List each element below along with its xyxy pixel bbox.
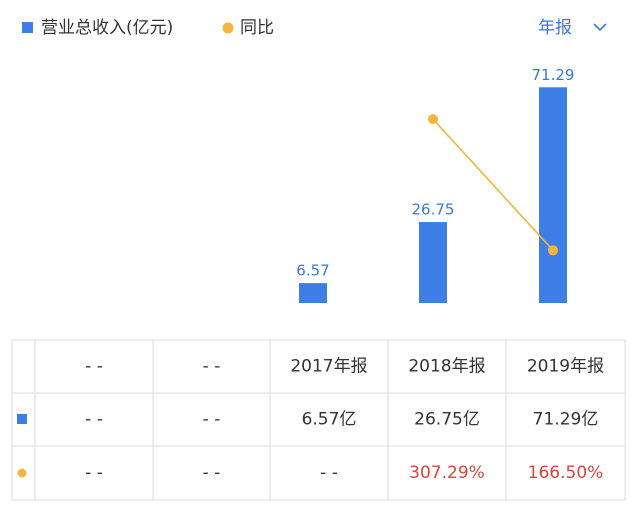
table-cell: 6.57亿: [302, 410, 357, 430]
line-point: [428, 114, 438, 125]
bar: [539, 87, 567, 303]
table-cell: 71.29亿: [533, 410, 599, 430]
legend-label: 营业总收入(亿元): [41, 18, 173, 38]
row-icon: [17, 468, 27, 478]
legend-swatch: [222, 22, 234, 34]
table-header: - -: [85, 357, 103, 377]
table-cell: - -: [320, 463, 338, 483]
table-header: 2017年报: [290, 357, 367, 377]
line-point: [548, 245, 558, 256]
period-selector[interactable]: 年报: [538, 18, 572, 38]
table-cell: - -: [85, 463, 103, 483]
bar: [299, 283, 327, 303]
table-cell: - -: [203, 410, 221, 430]
line: [432, 118, 554, 251]
data-label: 6.57: [296, 262, 329, 280]
table-cell: 307.29%: [409, 463, 485, 483]
legend-label: 同比: [240, 18, 274, 38]
table-cell: 26.75亿: [414, 410, 480, 430]
data-label: 71.29: [532, 66, 575, 84]
dropdown-arrow[interactable]: [593, 23, 607, 32]
table-header: 2019年报: [527, 357, 604, 377]
table-header: 2018年报: [408, 357, 485, 377]
table-cell: - -: [203, 463, 221, 483]
table-header: - -: [203, 357, 221, 377]
table-cell: - -: [85, 410, 103, 430]
legend-swatch: [22, 22, 33, 33]
row-icon: [17, 414, 27, 424]
bar: [419, 222, 447, 303]
table: - - - - 2017年报 2018年报 2019年报 - - - - 6.57亿 26.75…: [11, 339, 626, 501]
table-cell: 166.50%: [528, 463, 604, 483]
data-label: 26.75: [412, 201, 455, 219]
